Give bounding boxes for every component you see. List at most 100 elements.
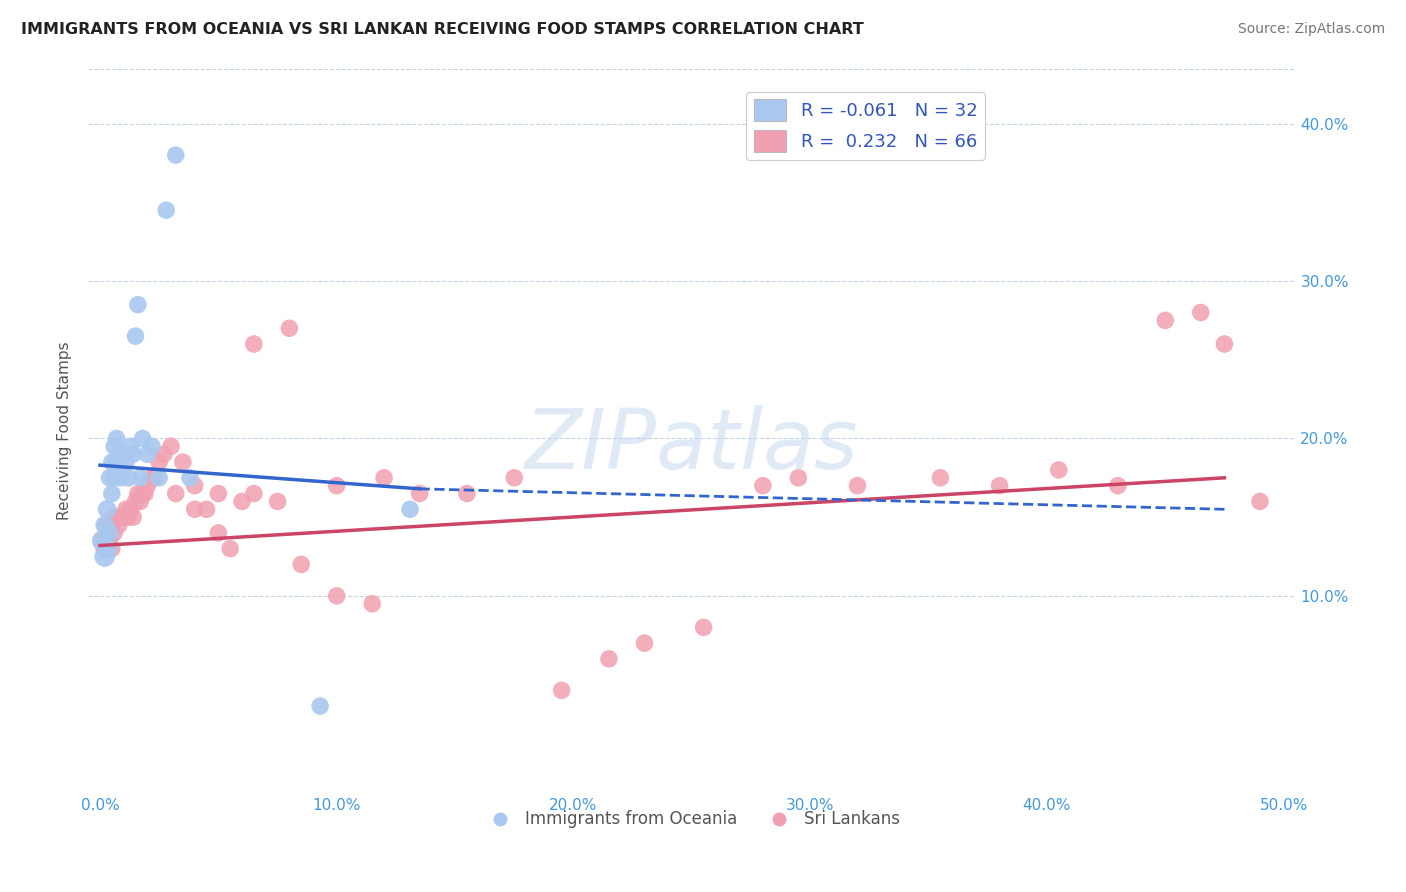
Point <box>120 439 142 453</box>
Point <box>101 518 124 533</box>
Point <box>183 478 205 492</box>
Point <box>155 203 177 218</box>
Point <box>93 549 115 564</box>
Point <box>172 455 194 469</box>
Point <box>207 486 229 500</box>
Point <box>122 447 145 461</box>
Point <box>141 471 163 485</box>
Point <box>1189 305 1212 319</box>
Point <box>124 494 146 508</box>
Y-axis label: Receiving Food Stamps: Receiving Food Stamps <box>58 342 72 520</box>
Point <box>101 455 124 469</box>
Point <box>96 541 118 556</box>
Text: ZIPatlas: ZIPatlas <box>524 405 859 485</box>
Point <box>325 589 347 603</box>
Point <box>153 447 176 461</box>
Point <box>98 471 121 485</box>
Point <box>988 478 1011 492</box>
Point <box>103 525 125 540</box>
Point <box>183 502 205 516</box>
Point <box>752 478 775 492</box>
Point <box>103 471 125 485</box>
Point <box>134 486 156 500</box>
Point <box>110 510 132 524</box>
Point <box>456 486 478 500</box>
Text: IMMIGRANTS FROM OCEANIA VS SRI LANKAN RECEIVING FOOD STAMPS CORRELATION CHART: IMMIGRANTS FROM OCEANIA VS SRI LANKAN RE… <box>21 22 863 37</box>
Point <box>1249 494 1271 508</box>
Point <box>136 447 159 461</box>
Point <box>1154 313 1177 327</box>
Point <box>129 471 152 485</box>
Point <box>179 471 201 485</box>
Point <box>195 502 218 516</box>
Point <box>98 525 121 540</box>
Point <box>105 510 128 524</box>
Point <box>98 525 121 540</box>
Point <box>361 597 384 611</box>
Point <box>846 478 869 492</box>
Point <box>929 471 952 485</box>
Point <box>103 510 125 524</box>
Point <box>278 321 301 335</box>
Point <box>325 478 347 492</box>
Point <box>110 471 132 485</box>
Point <box>160 439 183 453</box>
Point <box>136 478 159 492</box>
Point <box>127 298 149 312</box>
Point <box>207 525 229 540</box>
Point <box>91 533 114 548</box>
Point <box>101 541 124 556</box>
Point <box>309 699 332 714</box>
Point <box>550 683 572 698</box>
Point <box>108 447 131 461</box>
Point <box>105 432 128 446</box>
Point <box>91 533 114 548</box>
Point <box>1213 337 1236 351</box>
Point <box>98 533 121 548</box>
Point <box>290 558 312 572</box>
Point <box>101 486 124 500</box>
Point <box>112 447 135 461</box>
Point <box>131 432 153 446</box>
Point <box>243 486 266 500</box>
Point <box>131 486 153 500</box>
Point <box>266 494 288 508</box>
Point <box>633 636 655 650</box>
Point <box>93 533 115 548</box>
Point <box>787 471 810 485</box>
Point <box>408 486 430 500</box>
Point <box>503 471 526 485</box>
Point <box>117 510 139 524</box>
Point <box>124 329 146 343</box>
Point <box>103 439 125 453</box>
Point <box>120 502 142 516</box>
Point <box>93 518 115 533</box>
Point <box>108 518 131 533</box>
Point <box>165 148 187 162</box>
Point <box>148 471 170 485</box>
Point <box>692 620 714 634</box>
Point <box>93 541 115 556</box>
Point <box>598 652 620 666</box>
Point <box>129 494 152 508</box>
Point <box>231 494 253 508</box>
Point <box>165 486 187 500</box>
Point <box>115 502 138 516</box>
Point <box>219 541 242 556</box>
Point <box>96 502 118 516</box>
Point <box>96 518 118 533</box>
Point <box>1047 463 1070 477</box>
Point <box>141 439 163 453</box>
Point <box>96 541 118 556</box>
Point <box>243 337 266 351</box>
Point <box>1107 478 1129 492</box>
Point <box>112 510 135 524</box>
Point <box>143 471 166 485</box>
Point <box>122 510 145 524</box>
Text: Source: ZipAtlas.com: Source: ZipAtlas.com <box>1237 22 1385 37</box>
Legend: Immigrants from Oceania, Sri Lankans: Immigrants from Oceania, Sri Lankans <box>477 804 907 835</box>
Point <box>117 471 139 485</box>
Point <box>105 455 128 469</box>
Point <box>373 471 395 485</box>
Point <box>148 455 170 469</box>
